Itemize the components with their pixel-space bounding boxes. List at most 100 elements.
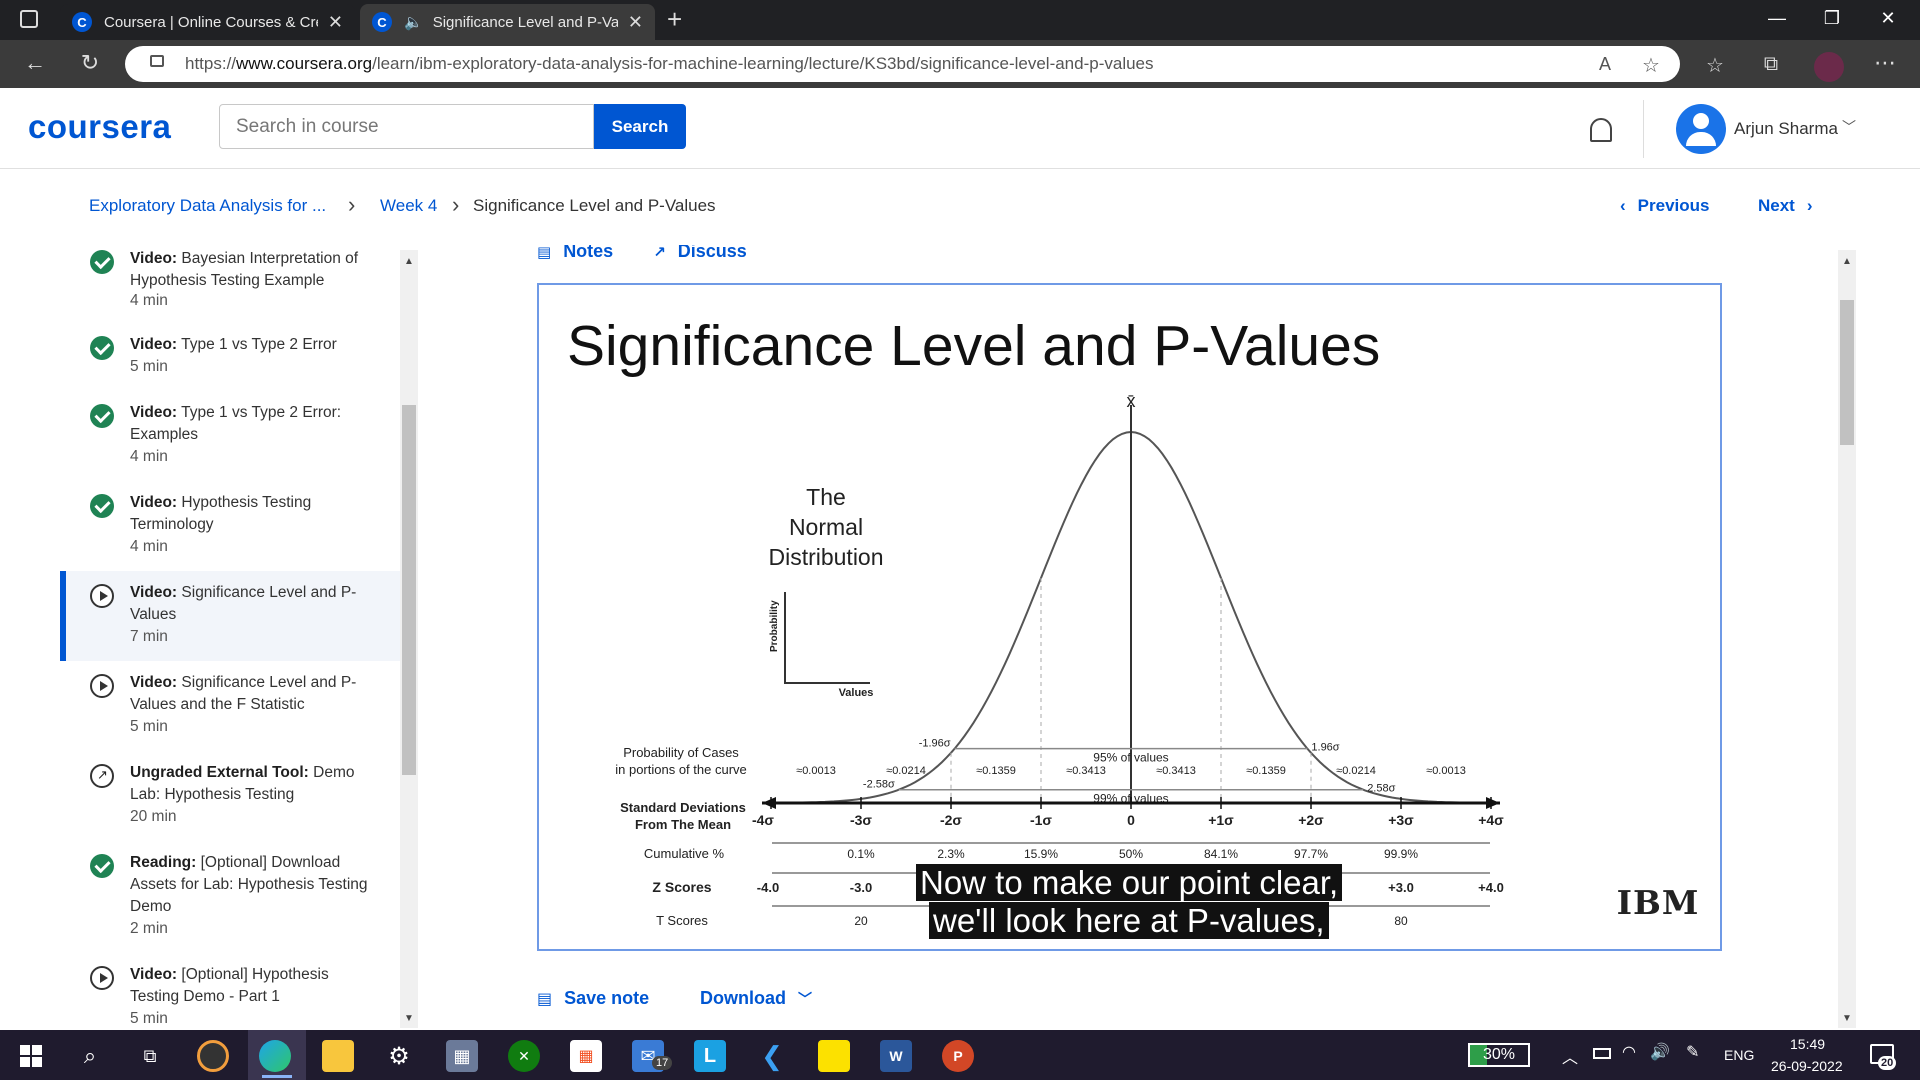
collections-icon[interactable]: ⧉ xyxy=(1763,53,1779,75)
sidebar-item[interactable]: Video: Type 1 vs Type 2 Error: Examples … xyxy=(90,402,390,472)
probability-value: ≈0.3413 xyxy=(1156,765,1196,777)
tab-current-lecture[interactable]: C 🔈 Significance Level and P-Val ✕ xyxy=(360,4,655,40)
sticky-notes-icon[interactable] xyxy=(818,1040,850,1072)
l-app-icon[interactable]: L xyxy=(694,1040,726,1072)
sidebar-current-highlight xyxy=(60,571,400,661)
lock-icon[interactable] xyxy=(150,55,164,67)
note-icon: ▤ xyxy=(537,991,553,1008)
scroll-up-arrow-icon[interactable]: ▲ xyxy=(404,256,414,267)
item-duration: 2 min xyxy=(130,920,168,937)
z196-right-label: 1.96σ xyxy=(1311,742,1339,754)
play-circle-icon xyxy=(90,584,114,608)
tab-actions-icon[interactable] xyxy=(20,10,38,28)
url-prefix: https:// xyxy=(185,54,237,73)
next-button[interactable]: Next › xyxy=(1758,196,1813,216)
favorites-icon[interactable]: ☆ xyxy=(1706,55,1724,77)
file-explorer-icon[interactable] xyxy=(322,1040,354,1072)
coursera-favicon-icon: C xyxy=(72,12,92,32)
profile-avatar-icon[interactable] xyxy=(1814,52,1844,82)
sidebar-item[interactable]: Video: Significance Level and P-Values a… xyxy=(90,672,390,742)
scroll-down-arrow-icon[interactable]: ▼ xyxy=(1842,1013,1852,1024)
sidebar-item-current[interactable]: Video: Significance Level and P-Values 7… xyxy=(90,582,390,652)
sd-row-label: Standard Deviations xyxy=(620,800,746,815)
search-icon[interactable]: ⌕ xyxy=(83,1043,97,1068)
t-score-value: 20 xyxy=(854,914,868,928)
clock-date[interactable]: 26-09-2022 xyxy=(1771,1058,1843,1074)
cumulative-value: 50% xyxy=(1119,847,1143,861)
battery-icon[interactable] xyxy=(1593,1048,1611,1059)
search-input[interactable]: Search in course xyxy=(219,104,594,149)
breadcrumb-chevron-icon: › xyxy=(452,192,460,217)
pen-icon[interactable]: ✎ xyxy=(1686,1044,1700,1061)
edge-browser-icon[interactable] xyxy=(259,1040,291,1072)
user-avatar-icon[interactable] xyxy=(1676,104,1726,154)
tab-discuss[interactable]: Discuss xyxy=(677,245,747,261)
sidebar-scrollbar-thumb[interactable] xyxy=(402,405,416,775)
vscode-icon[interactable]: ❮ xyxy=(761,1040,783,1071)
more-menu-icon[interactable]: ⋯ xyxy=(1874,50,1896,75)
language-indicator[interactable]: ENG xyxy=(1724,1047,1755,1063)
clock-time[interactable]: 15:49 xyxy=(1790,1036,1826,1052)
speaker-icon[interactable]: 🔈 xyxy=(404,14,423,31)
save-note-button[interactable]: ▤ Save note xyxy=(537,988,649,1009)
sidebar-item[interactable]: ↗ Ungraded External Tool: Demo Lab: Hypo… xyxy=(90,762,390,832)
calculator-icon[interactable]: ▦ xyxy=(446,1040,478,1072)
read-aloud-icon[interactable]: A xyxy=(1598,54,1611,74)
previous-button[interactable]: ‹ Previous xyxy=(1620,196,1709,216)
start-windows-icon[interactable] xyxy=(20,1045,42,1067)
tab-coursera-home[interactable]: C Coursera | Online Courses & Cre ✕ xyxy=(60,4,355,40)
breadcrumb-week-link[interactable]: Week 4 xyxy=(380,196,438,215)
task-view-icon[interactable]: ⧉ xyxy=(143,1045,157,1066)
sidebar-item[interactable]: Video: Hypothesis Testing Terminology 4 … xyxy=(90,492,390,562)
cumulative-value: 84.1% xyxy=(1204,847,1238,861)
address-bar[interactable]: https://www.coursera.org/learn/ibm-explo… xyxy=(125,46,1680,82)
reload-icon[interactable]: ↻ xyxy=(80,50,100,75)
bell-icon[interactable] xyxy=(1590,118,1612,142)
video-player[interactable] xyxy=(537,283,1722,951)
favorite-add-icon[interactable]: ☆ xyxy=(1642,55,1660,77)
battery-indicator[interactable]: 30% xyxy=(1468,1043,1530,1067)
user-menu-chevron-down-icon[interactable]: ﹀ xyxy=(1842,119,1856,135)
interval-95-label: 95% of values xyxy=(1093,751,1168,765)
probability-value: ≈0.0013 xyxy=(796,765,836,777)
item-duration: 5 min xyxy=(130,718,168,735)
new-tab-button[interactable]: + xyxy=(667,4,683,34)
xbox-icon[interactable]: ✕ xyxy=(508,1040,540,1072)
settings-gear-icon[interactable]: ⚙ xyxy=(388,1042,410,1070)
breadcrumb-course-link[interactable]: Exploratory Data Analysis for ... xyxy=(89,196,327,215)
sidebar-item[interactable]: Video: Type 1 vs Type 2 Error 5 min xyxy=(90,334,390,384)
coursera-favicon-icon: C xyxy=(372,12,392,32)
tab-notes[interactable]: Notes xyxy=(563,245,614,261)
sidebar-item[interactable]: Video: Bayesian Interpretation of Hypoth… xyxy=(90,248,390,310)
close-tab-icon[interactable]: ✕ xyxy=(327,11,343,32)
breadcrumb-chevron-icon: › xyxy=(348,192,356,217)
wifi-icon[interactable]: ◠ xyxy=(1622,1044,1636,1061)
close-window-icon[interactable]: ✕ xyxy=(1880,8,1896,28)
sidebar-item[interactable]: Video: [Optional] Hypothesis Testing Dem… xyxy=(90,964,390,1030)
axis-arrow-left xyxy=(762,797,776,809)
word-icon[interactable]: W xyxy=(880,1040,912,1072)
microsoft-store-icon[interactable]: ▦ xyxy=(570,1040,602,1072)
cumulative-value: 97.7% xyxy=(1294,847,1328,861)
sidebar-item[interactable]: Reading: [Optional] Download Assets for … xyxy=(90,852,390,944)
chevron-up-icon[interactable]: ︿ xyxy=(1562,1050,1579,1067)
scroll-down-arrow-icon[interactable]: ▼ xyxy=(404,1013,414,1024)
search-button[interactable]: Search xyxy=(594,104,686,149)
scroll-up-arrow-icon[interactable]: ▲ xyxy=(1842,256,1852,267)
volume-icon[interactable]: 🔊 xyxy=(1650,1044,1670,1061)
coursera-logo[interactable]: coursera xyxy=(28,108,172,145)
restore-icon[interactable]: ❐ xyxy=(1823,8,1841,28)
active-app-indicator xyxy=(262,1075,292,1078)
powerpoint-icon[interactable]: P xyxy=(942,1040,974,1072)
item-duration: 20 min xyxy=(130,808,177,825)
minimize-icon[interactable]: — xyxy=(1768,8,1786,28)
user-name[interactable]: Arjun Sharma xyxy=(1734,119,1838,138)
main-scrollbar-thumb[interactable] xyxy=(1840,300,1854,445)
notes-icon: ▤ xyxy=(537,245,552,261)
close-tab-icon[interactable]: ✕ xyxy=(627,11,643,32)
discuss-icon: ↗ xyxy=(653,245,666,261)
sd-tick-label: +2σ xyxy=(1298,812,1324,828)
download-button[interactable]: Download ﹀ xyxy=(700,988,812,1009)
back-icon[interactable]: ← xyxy=(24,50,46,75)
media-player-icon[interactable] xyxy=(197,1040,229,1072)
